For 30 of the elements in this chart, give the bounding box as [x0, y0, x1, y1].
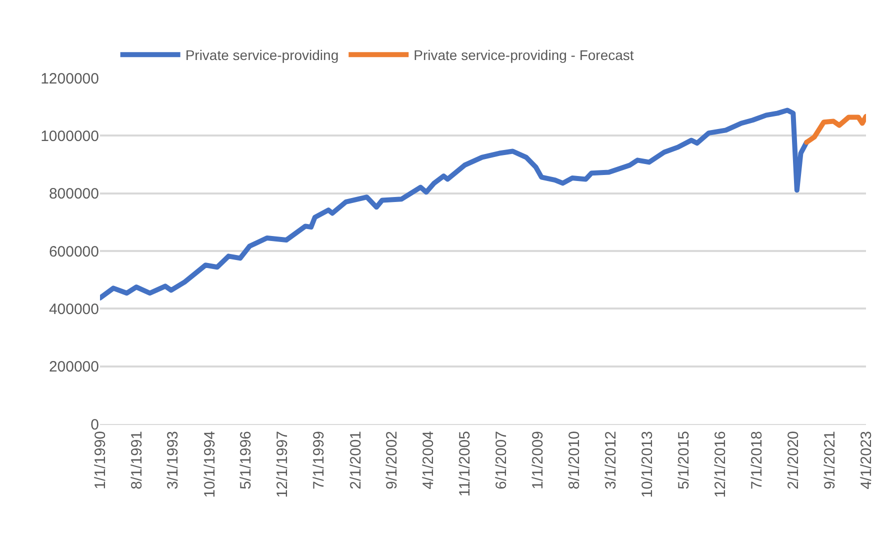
x-tick-label: 9/1/2002	[384, 431, 401, 490]
x-tick-label: 5/1/2015	[675, 431, 692, 490]
x-tick-label: 7/1/2018	[748, 431, 766, 490]
x-tick-label: 10/1/2013	[639, 431, 656, 498]
y-tick-label: 1000000	[40, 128, 99, 145]
x-tick-label: 1/1/2009	[530, 431, 547, 490]
x-tick-label: 6/1/2007	[493, 431, 510, 490]
x-tick-label: 9/1/2021	[821, 431, 838, 490]
x-tick-label: 11/1/2005	[456, 431, 474, 497]
x-tick-label: 7/1/1999	[310, 431, 328, 490]
x-tick-label: 8/1/2010	[566, 431, 584, 490]
legend-label: Private service-providing - Forecast	[414, 47, 634, 64]
x-tick-label: 4/1/2023	[858, 431, 875, 490]
x-tick-label: 2/1/2020	[785, 431, 802, 490]
y-tick-label: 800000	[48, 186, 99, 203]
x-tick-label: 12/1/2016	[712, 431, 730, 498]
y-tick-label: 600000	[48, 243, 99, 260]
x-tick-label: 2/1/2001	[347, 431, 364, 490]
x-tick-label: 8/1/1991	[128, 431, 146, 490]
y-tick-label: 200000	[48, 358, 99, 376]
x-tick-label: 4/1/2004	[420, 431, 438, 490]
x-tick-label: 5/1/1996	[238, 431, 255, 490]
x-tick-label: 1/1/1990	[92, 431, 109, 490]
y-tick-label: 400000	[48, 300, 99, 318]
y-tick-label: 1200000	[40, 70, 99, 88]
x-tick-label: 3/1/1993	[164, 431, 182, 490]
legend-label: Private service-providing	[185, 47, 339, 64]
x-tick-label: 12/1/1997	[274, 431, 292, 498]
x-tick-label: 10/1/1994	[201, 431, 218, 498]
x-tick-label: 3/1/2012	[602, 431, 620, 490]
